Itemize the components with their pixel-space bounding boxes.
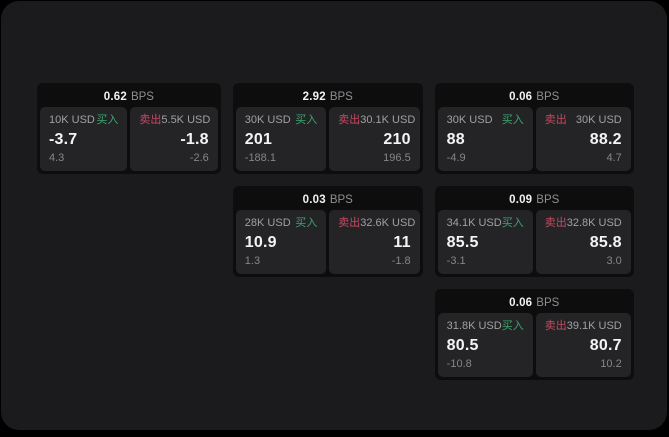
- buy-change: 1.3: [244, 255, 261, 267]
- sell-change: 10.2: [600, 358, 622, 370]
- buy-label: 买入: [295, 217, 318, 229]
- buy-quote-panel[interactable]: 31.8K USD 买入 80.5 -10.8: [437, 313, 533, 377]
- bps-value: 0.06: [509, 296, 533, 309]
- buy-label: 买入: [295, 114, 318, 126]
- sell-label: 卖出: [139, 114, 162, 126]
- bps-spread-header: 0.06 BPS: [438, 292, 631, 313]
- sell-quote-panel[interactable]: 卖出 30.1K USD 210 196.5: [329, 107, 420, 171]
- buy-amount: 30K USD: [446, 114, 493, 126]
- buy-change: -188.1: [244, 152, 276, 164]
- sell-amount: 30K USD: [575, 114, 622, 126]
- bps-spread-header: 0.09 BPS: [438, 189, 631, 210]
- sell-label: 卖出: [338, 114, 361, 126]
- buy-change: -3.1: [446, 255, 466, 267]
- quote-card-5: 0.09 BPS 34.1K USD 买入 85.5 -3.1 卖出 32.8K…: [434, 186, 634, 277]
- bps-spread-header: 0.03 BPS: [236, 189, 420, 210]
- bps-spread-header: 0.62 BPS: [40, 86, 218, 107]
- sell-label: 卖出: [544, 114, 567, 126]
- sell-price: 85.8: [589, 233, 622, 251]
- sell-change: 3.0: [606, 255, 622, 267]
- buy-price: 10.9: [244, 233, 277, 251]
- bps-value: 0.62: [103, 90, 127, 103]
- quote-card-4: 0.03 BPS 28K USD 买入 10.9 1.3 卖出 32.6K US…: [232, 186, 423, 277]
- sell-amount: 32.8K USD: [566, 217, 622, 229]
- buy-change: 4.3: [49, 152, 65, 164]
- buy-quote-panel[interactable]: 10K USD 买入 -3.7 4.3: [40, 107, 128, 171]
- buy-price: 201: [244, 130, 273, 148]
- sell-quote-panel[interactable]: 卖出 32.6K USD 11 -1.8: [329, 210, 420, 274]
- buy-label: 买入: [501, 320, 524, 332]
- buy-amount: 28K USD: [244, 217, 291, 229]
- buy-quote-panel[interactable]: 30K USD 买入 201 -188.1: [235, 107, 327, 171]
- sell-price: -1.8: [180, 130, 209, 148]
- sell-label: 卖出: [544, 217, 567, 229]
- sell-amount: 30.1K USD: [360, 114, 416, 126]
- quote-card-3: 0.06 BPS 30K USD 买入 88 -4.9 卖出 30K USD: [434, 83, 634, 174]
- sell-quote-panel[interactable]: 卖出 39.1K USD 80.7 10.2: [535, 313, 631, 377]
- sell-quote-panel[interactable]: 卖出 32.8K USD 85.8 3.0: [535, 210, 631, 274]
- quote-card-6: 0.06 BPS 31.8K USD 买入 80.5 -10.8 卖出 39.1…: [434, 289, 634, 380]
- sell-label: 卖出: [544, 320, 567, 332]
- buy-amount: 31.8K USD: [446, 320, 502, 332]
- bps-spread-header: 2.92 BPS: [236, 86, 420, 107]
- buy-change: -10.8: [446, 358, 472, 370]
- sell-price: 80.7: [589, 336, 622, 354]
- buy-price: 88: [446, 130, 465, 148]
- bps-unit-label: BPS: [536, 90, 560, 103]
- buy-change: -4.9: [446, 152, 466, 164]
- buy-amount: 34.1K USD: [446, 217, 502, 229]
- quote-card-grid: 0.62 BPS 10K USD 买入 -3.7 4.3 卖出 5.5K USD: [37, 83, 634, 380]
- bps-unit-label: BPS: [536, 193, 560, 206]
- bps-unit-label: BPS: [536, 296, 560, 309]
- buy-quote-panel[interactable]: 30K USD 买入 88 -4.9: [437, 107, 533, 171]
- bps-value: 0.06: [509, 90, 533, 103]
- buy-amount: 30K USD: [244, 114, 291, 126]
- bps-value: 0.03: [302, 193, 326, 206]
- bps-value: 2.92: [302, 90, 326, 103]
- sell-amount: 5.5K USD: [161, 114, 211, 126]
- buy-quote-panel[interactable]: 34.1K USD 买入 85.5 -3.1: [437, 210, 533, 274]
- sell-change: 196.5: [383, 152, 411, 164]
- bps-value: 0.09: [509, 193, 533, 206]
- sell-change: 4.7: [606, 152, 622, 164]
- buy-label: 买入: [96, 114, 119, 126]
- buy-quote-panel[interactable]: 28K USD 买入 10.9 1.3: [235, 210, 327, 274]
- sell-price: 210: [383, 130, 411, 148]
- buy-price: 80.5: [446, 336, 479, 354]
- sell-label: 卖出: [338, 217, 361, 229]
- bps-unit-label: BPS: [130, 90, 154, 103]
- sell-price: 88.2: [589, 130, 622, 148]
- bps-unit-label: BPS: [329, 193, 353, 206]
- app-surface: 0.62 BPS 10K USD 买入 -3.7 4.3 卖出 5.5K USD: [1, 1, 667, 430]
- sell-amount: 39.1K USD: [566, 320, 622, 332]
- buy-price: 85.5: [446, 233, 479, 251]
- bps-spread-header: 0.06 BPS: [438, 86, 631, 107]
- buy-label: 买入: [501, 217, 524, 229]
- buy-price: -3.7: [49, 130, 78, 148]
- buy-label: 买入: [501, 114, 524, 126]
- sell-change: -2.6: [189, 152, 209, 164]
- sell-price: 11: [393, 233, 411, 251]
- sell-quote-panel[interactable]: 卖出 30K USD 88.2 4.7: [535, 107, 631, 171]
- buy-amount: 10K USD: [49, 114, 95, 126]
- sell-quote-panel[interactable]: 卖出 5.5K USD -1.8 -2.6: [130, 107, 218, 171]
- bps-unit-label: BPS: [329, 90, 353, 103]
- quote-card-2: 2.92 BPS 30K USD 买入 201 -188.1 卖出 30.1K …: [232, 83, 423, 174]
- sell-amount: 32.6K USD: [360, 217, 416, 229]
- sell-change: -1.8: [391, 255, 411, 267]
- quote-card-1: 0.62 BPS 10K USD 买入 -3.7 4.3 卖出 5.5K USD: [37, 83, 221, 174]
